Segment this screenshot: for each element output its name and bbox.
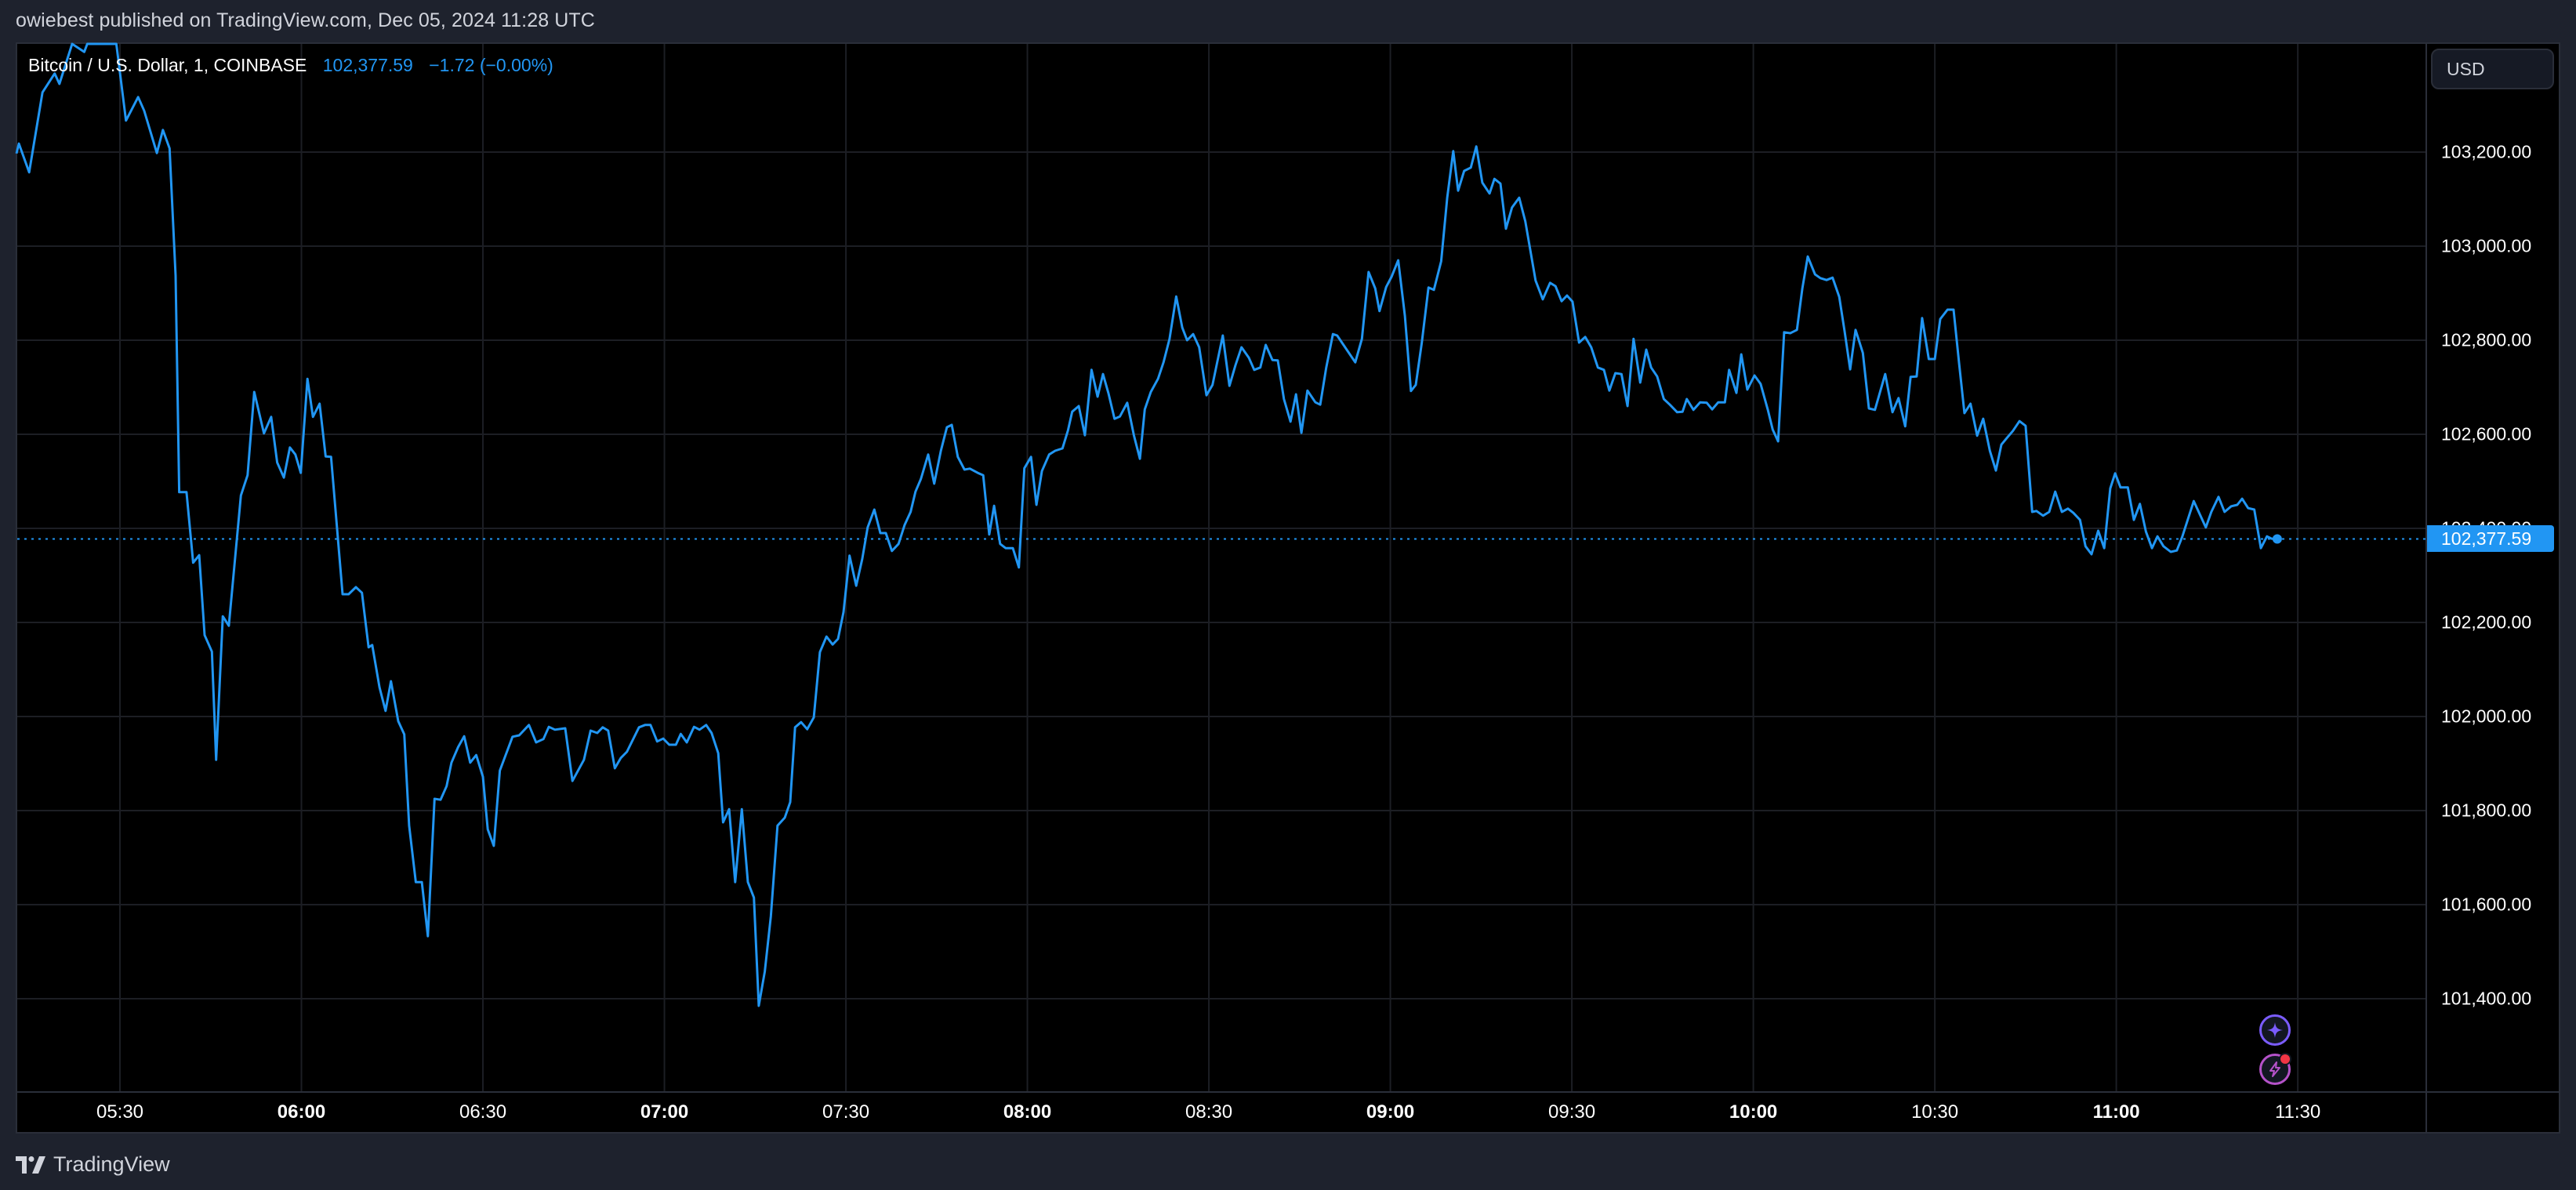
time-tick-label: 06:00	[277, 1101, 326, 1123]
symbol-title: Bitcoin / U.S. Dollar, 1, COINBASE	[28, 55, 307, 75]
time-tick-label: 10:00	[1729, 1101, 1778, 1123]
symbol-legend[interactable]: Bitcoin / U.S. Dollar, 1, COINBASE 102,3…	[28, 55, 553, 76]
currency-button[interactable]: USD	[2431, 49, 2554, 89]
time-tick-label: 10:30	[1911, 1101, 1959, 1123]
notification-badge	[2279, 1053, 2291, 1065]
time-tick-label: 07:00	[640, 1101, 689, 1123]
price-tick-label: 101,400.00	[2441, 988, 2532, 1009]
ai-assistant-button[interactable]	[2259, 1014, 2291, 1046]
legend-last-price: 102,377.59	[322, 55, 413, 75]
brand-name: TradingView	[53, 1152, 170, 1176]
price-tick-label: 101,600.00	[2441, 894, 2532, 915]
time-tick-label: 09:00	[1366, 1101, 1415, 1123]
tradingview-logo-icon	[16, 1156, 45, 1174]
chart-grid	[17, 44, 2425, 1091]
axis-borders	[17, 44, 2559, 1132]
time-tick-label: 05:30	[96, 1101, 144, 1123]
time-tick-label: 11:00	[2092, 1101, 2140, 1123]
chart-frame	[16, 42, 2560, 1134]
tradingview-logo[interactable]: TradingView	[16, 1152, 170, 1177]
price-series-line	[15, 42, 2277, 1007]
price-tick-label: 103,200.00	[2441, 141, 2532, 162]
price-tick-label: 102,800.00	[2441, 329, 2532, 350]
published-by-text: owiebest published on TradingView.com, D…	[16, 9, 595, 31]
time-tick-label: 08:00	[1003, 1101, 1052, 1123]
price-tick-label: 102,000.00	[2441, 706, 2532, 727]
time-tick-label: 08:30	[1185, 1101, 1233, 1123]
price-tick-label: 102,600.00	[2441, 423, 2532, 444]
sparkle-icon	[2267, 1022, 2283, 1038]
price-tick-label: 102,200.00	[2441, 611, 2532, 633]
price-tick-label: 101,800.00	[2441, 800, 2532, 821]
current-price-tag: 102,377.59	[2427, 525, 2554, 553]
price-tick-label: 103,000.00	[2441, 235, 2532, 256]
time-tick-label: 09:30	[1548, 1101, 1596, 1123]
time-tick-label: 11:30	[2274, 1101, 2321, 1123]
legend-change: −1.72 (−0.00%)	[429, 55, 553, 75]
alerts-button[interactable]	[2259, 1053, 2291, 1085]
time-tick-label: 07:30	[822, 1101, 870, 1123]
lightning-icon	[2269, 1061, 2280, 1077]
time-tick-label: 06:30	[459, 1101, 507, 1123]
last-price-dot	[2272, 534, 2282, 544]
